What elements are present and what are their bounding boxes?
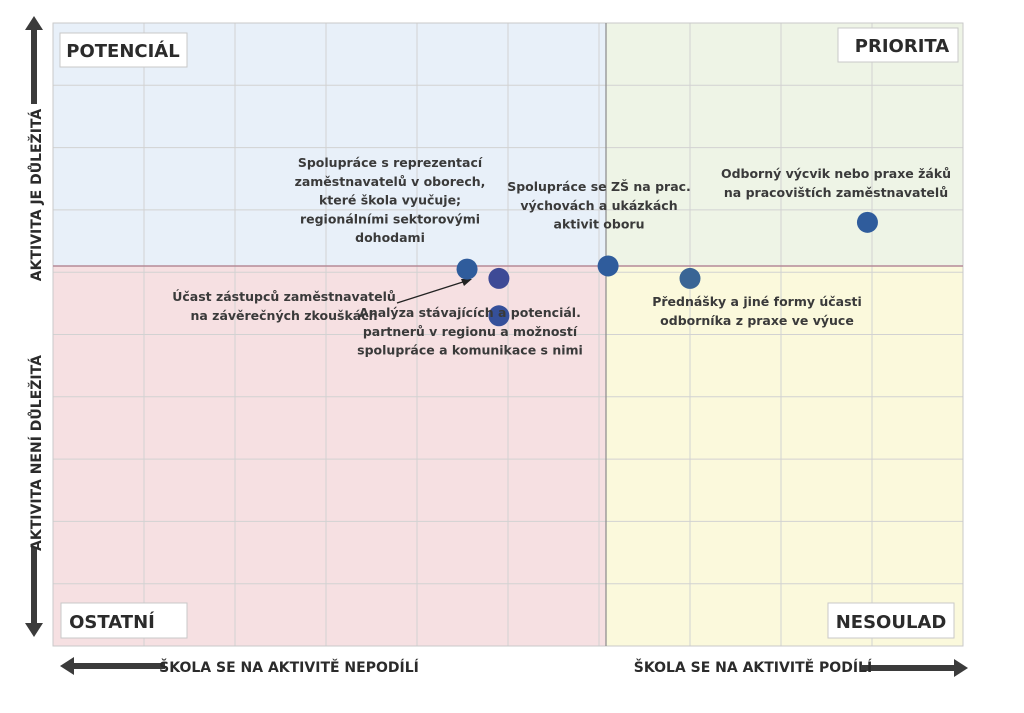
quadrant-label-top-left: POTENCIÁL — [66, 40, 179, 62]
point-label-line: Spolupráce s reprezentací — [298, 155, 483, 170]
point-label-line: spolupráce a komunikace s nimi — [357, 343, 583, 358]
point-label-line: odborníka z praxe ve výuce — [660, 313, 854, 328]
point-label-5: Odborný výcvik nebo praxe žáků na pracovi… — [721, 166, 951, 200]
point-label-line: regionálními sektorovými — [300, 211, 480, 226]
point-label-line: aktivit oboru — [554, 217, 645, 232]
x-axis-right-arrow — [862, 659, 968, 677]
plot-border — [52, 22, 964, 647]
data-point-1 — [488, 267, 510, 289]
annotation-arrow — [396, 280, 467, 304]
point-label-line: partnerů v regionu a možností — [363, 324, 578, 339]
quadrant-bottom-right — [606, 266, 963, 646]
point-label-3: Spolupráce se ZŠ na prac. výchovách a uká… — [507, 179, 691, 232]
y-axis-label-bottom: AKTIVITA NENÍ DŮLEŽITÁ — [27, 355, 45, 551]
data-point-2 — [488, 305, 510, 327]
data-point-3 — [597, 255, 619, 277]
point-label-line: dohodami — [355, 230, 425, 245]
point-label-line: Účast zástupců zaměstnavatelů — [172, 289, 396, 304]
quadrant-dividers — [53, 23, 963, 646]
point-label-line: Spolupráce se ZŠ na prac. — [507, 179, 691, 194]
quadrant-label-bottom-right: NESOULAD — [836, 612, 947, 633]
x-axis-left-arrow — [60, 657, 165, 675]
point-label-line: výchovách a ukázkách — [520, 198, 677, 213]
point-label-line: Odborný výcvik nebo praxe žáků — [721, 166, 951, 181]
quadrant-bottom-left — [53, 266, 606, 646]
point-labels: Spolupráce s reprezentací zaměstnavatelů … — [172, 155, 951, 358]
point-label-line: zaměstnavatelů v oborech, — [295, 174, 486, 189]
point-label-line: Analýza stávajících a potenciál. — [359, 305, 581, 320]
y-axis-up-arrow — [25, 16, 43, 104]
point-label-4: Přednášky a jiné formy účasti odborníka z… — [652, 294, 862, 328]
y-axis-down-arrow — [25, 547, 43, 637]
data-points — [456, 211, 878, 327]
quadrant-label-box-top-left — [59, 32, 188, 68]
quadrant-label-box-top-right — [837, 27, 959, 63]
point-label-0: Spolupráce s reprezentací zaměstnavatelů … — [295, 155, 486, 245]
grid — [52, 22, 964, 647]
data-point-4 — [679, 267, 701, 289]
annotation-arrowhead — [461, 279, 472, 286]
x-axis-label-left: ŠKOLA SE NA AKTIVITĚ NEPODÍLÍ — [159, 658, 419, 676]
point-label-1: Účast zástupců zaměstnavatelů na závěrečn… — [172, 289, 396, 323]
data-point-5 — [856, 211, 878, 233]
point-label-line: na závěrečných zkouškách — [190, 308, 377, 323]
quadrant-top-right — [606, 23, 963, 266]
quadrant-label-box-bottom-right — [827, 602, 955, 639]
y-axis-label-top: AKTIVITA JE DŮLEŽITÁ — [27, 109, 45, 282]
data-point-0 — [456, 258, 478, 280]
quadrant-label-box-bottom-left — [60, 602, 188, 639]
x-axis-label-right: ŠKOLA SE NA AKTIVITĚ PODÍLÍ — [634, 658, 872, 676]
point-label-2: Analýza stávajících a potenciál. partnerů… — [357, 305, 583, 358]
quadrant-label-top-right: PRIORITA — [855, 36, 949, 57]
quadrant-backgrounds — [53, 23, 963, 646]
quadrant-label-bottom-left: OSTATNÍ — [69, 611, 155, 633]
point-label-line: které škola vyučuje; — [319, 193, 461, 208]
point-label-line: na pracovištích zaměstnavatelů — [724, 185, 948, 200]
point-label-line: Přednášky a jiné formy účasti — [652, 294, 862, 309]
